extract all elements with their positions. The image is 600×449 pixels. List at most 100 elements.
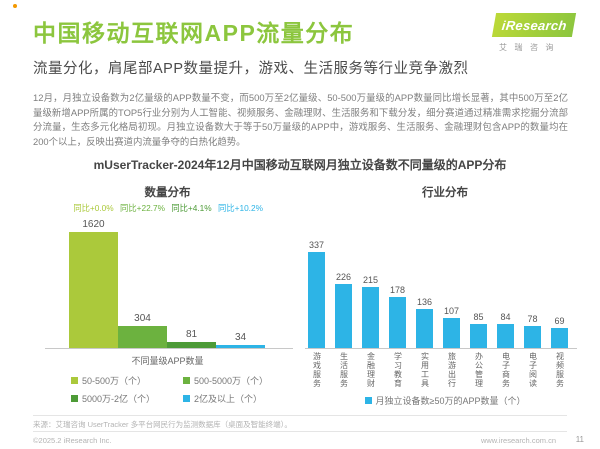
bar [335, 284, 352, 348]
category-label: 电子商务 [497, 352, 514, 388]
bar-column: 84 [497, 312, 514, 348]
bar-value-label: 136 [416, 297, 433, 307]
category-label-text: 办公管理 [474, 352, 484, 388]
category-label: 游戏服务 [308, 352, 325, 388]
bar-value-label: 34 [234, 332, 247, 343]
quantity-x-axis-label: 不同量级APP数量 [131, 356, 204, 366]
page-subtitle: 流量分化，肩尾部APP数量提升，游戏、生活服务等行业竞争激烈 [33, 61, 469, 77]
industry-x-axis [305, 348, 577, 349]
legend-label: 500-5000万（个） [194, 376, 269, 386]
bar-column: 304 [118, 313, 167, 348]
legend-label: 2亿及以上（个） [194, 394, 263, 404]
page-title: 中国移动互联网APP流量分布 [33, 20, 355, 46]
bar [308, 252, 325, 348]
category-label: 旅游出行 [443, 352, 460, 388]
yoy-label: 同比+22.7% [120, 203, 165, 213]
bar [416, 309, 433, 348]
logo-chinese-name: 艾瑞咨询 [499, 43, 561, 52]
page-number: 11 [575, 435, 584, 444]
legend-item: 50-500万（个） [71, 374, 183, 387]
category-label: 视频服务 [551, 352, 568, 388]
legend-swatch [71, 377, 78, 384]
chart-main-title: mUserTracker-2024年12月中国移动互联网月独立设备数不同量级的A… [93, 158, 507, 172]
bar-column: 78 [524, 314, 541, 348]
yoy-row: 同比+0.0% 同比+22.7% 同比+4.1% 同比+10.2% [69, 202, 265, 214]
legend-item: 2亿及以上（个） [183, 392, 295, 405]
bar [551, 328, 568, 348]
bar-column: 107 [443, 306, 460, 348]
bar-value-label: 304 [134, 313, 151, 324]
category-label-text: 金融理财 [366, 352, 376, 388]
bar-column: 69 [551, 316, 568, 348]
intro-paragraph: 12月，月独立设备数为2亿量级的APP数量不变，而500万至2亿量级、50-50… [33, 92, 568, 147]
category-label: 生活服务 [335, 352, 352, 388]
bar-value-label: 78 [527, 314, 538, 324]
yoy-label: 同比+0.0% [73, 203, 114, 213]
bar [443, 318, 460, 348]
bar-column: 215 [362, 275, 379, 348]
bar-value-label: 226 [335, 272, 352, 282]
category-label: 金融理财 [362, 352, 379, 388]
industry-category-labels: 游戏服务 生活服务 金融理财 学习教育 实用工具 旅游出行 办公管理 电子商务 电子阅读 视频服务 [308, 352, 568, 388]
bar [470, 324, 487, 348]
category-label-text: 游戏服务 [312, 352, 322, 388]
bar [389, 297, 406, 348]
bar-column: 81 [167, 329, 216, 348]
bar-value-label: 337 [308, 240, 325, 250]
quantity-x-axis [45, 348, 293, 349]
bar [216, 345, 265, 348]
bar-value-label: 178 [389, 285, 406, 295]
legend-swatch [183, 395, 190, 402]
footer-divider-bottom [33, 431, 567, 432]
bar-column: 85 [470, 312, 487, 348]
quantity-legend: 50-500万（个） 500-5000万（个） 5000万-2亿（个） 2亿及以上（个… [71, 374, 295, 405]
bar-value-label: 84 [500, 312, 511, 322]
industry-legend-swatch [364, 397, 372, 404]
bar [497, 324, 514, 348]
category-label-text: 电子商务 [501, 352, 511, 388]
legend-swatch [183, 377, 190, 384]
category-label-text: 电子阅读 [528, 352, 538, 388]
legend-label: 5000万-2亿（个） [82, 394, 156, 404]
bar [167, 342, 216, 348]
bar [69, 232, 118, 348]
bar-column: 178 [389, 285, 406, 348]
website-link[interactable]: www.iresearch.com.cn [480, 436, 556, 445]
industry-chart-section: 行业分布 337 226 215 178 136 107 85 84 78 69 游戏服务 生活服务… [305, 178, 585, 410]
industry-legend: 月独立设备数≥50万的APP数量（个） [305, 394, 585, 407]
quantity-chart-header: 数量分布 [144, 187, 191, 199]
category-label: 实用工具 [416, 352, 433, 388]
bar-value-label: 69 [554, 316, 565, 326]
bar-column: 1620 [69, 219, 118, 348]
category-label-text: 视频服务 [555, 352, 565, 388]
bar-value-label: 85 [473, 312, 484, 322]
bar [524, 326, 541, 348]
footer-divider-top [33, 415, 567, 416]
legend-label: 50-500万（个） [82, 376, 147, 386]
yoy-label: 同比+4.1% [171, 203, 212, 213]
category-label-text: 学习教育 [393, 352, 403, 388]
industry-bars: 337 226 215 178 136 107 85 84 78 69 [308, 232, 568, 348]
legend-swatch [71, 395, 78, 402]
bar [362, 287, 379, 348]
bar-column: 34 [216, 332, 265, 348]
bar-value-label: 215 [362, 275, 379, 285]
iresearch-logo: iResearch [491, 13, 577, 37]
bar-column: 226 [335, 272, 352, 348]
bar [118, 326, 167, 348]
bar-column: 136 [416, 297, 433, 348]
category-label: 学习教育 [389, 352, 406, 388]
category-label-text: 旅游出行 [447, 352, 457, 388]
source-note: 来源：艾瑞咨询 UserTracker 多平台网民行为监测数据库（桌面及智能终端… [33, 420, 292, 429]
logo-brand-text: iResearch [500, 17, 568, 33]
industry-chart-header: 行业分布 [422, 187, 468, 199]
bar-value-label: 107 [443, 306, 460, 316]
industry-legend-label: 月独立设备数≥50万的APP数量（个） [375, 396, 526, 406]
yoy-label: 同比+10.2% [218, 203, 263, 213]
quantity-bars: 1620 304 81 34 [69, 216, 265, 348]
bar-value-label: 81 [185, 329, 198, 340]
legend-item: 5000万-2亿（个） [71, 392, 183, 405]
logo-orange-dot-icon [13, 4, 17, 8]
copyright-text: ©2025.2 iResearch Inc. [33, 436, 112, 445]
